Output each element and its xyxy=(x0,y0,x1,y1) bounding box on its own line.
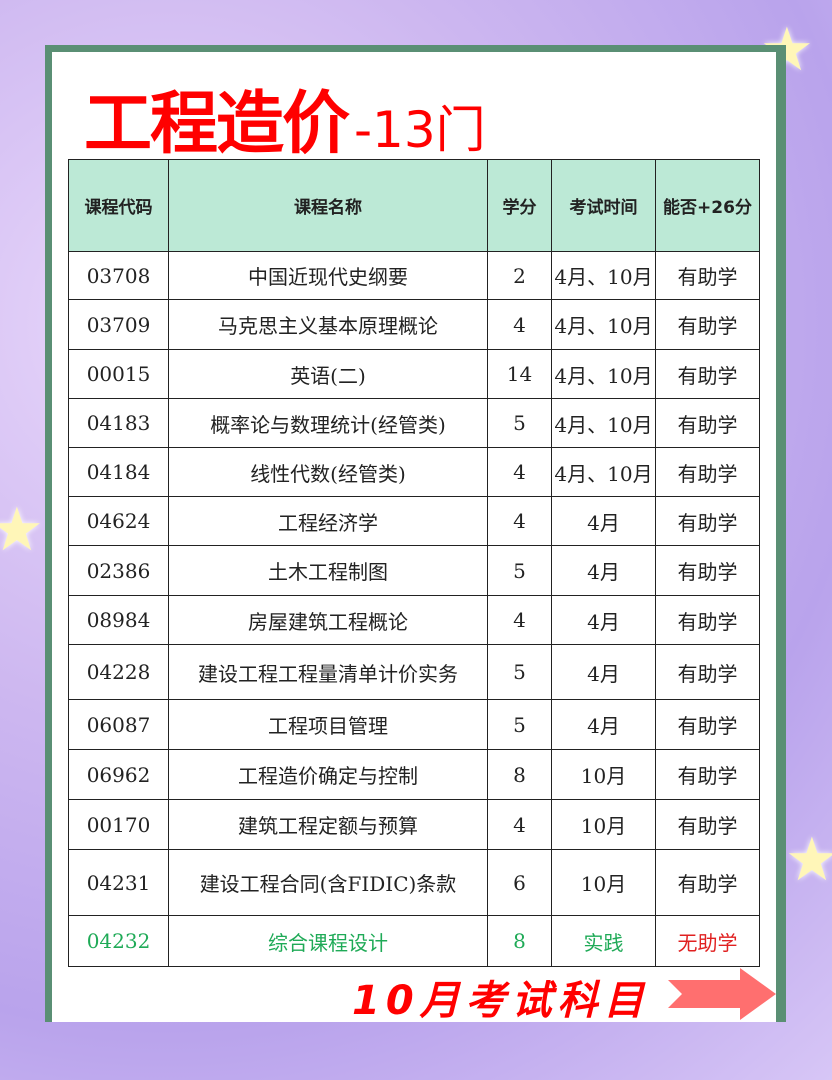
bonus-status: 有助学 xyxy=(655,849,760,916)
table-header: 课程代码 课程名称 学分 考试时间 能否+26分 xyxy=(68,159,760,252)
bonus-status: 有助学 xyxy=(655,545,760,596)
course-name: 土木工程制图 xyxy=(168,545,488,596)
exam-time: 10月 xyxy=(551,799,656,850)
table-row: 02386 土木工程制图 5 4月 有助学 xyxy=(68,545,760,596)
bonus-status: 有助学 xyxy=(655,644,760,700)
exam-time: 4月 xyxy=(551,496,656,546)
page-title: 工程造价 -13门 xyxy=(84,68,486,167)
credits: 5 xyxy=(487,545,552,596)
course-name: 工程造价确定与控制 xyxy=(168,749,488,800)
header-exam-time: 考试时间 xyxy=(551,159,656,252)
course-code: 04183 xyxy=(68,398,169,448)
exam-time: 实践 xyxy=(551,915,656,967)
course-name: 工程经济学 xyxy=(168,496,488,546)
credits: 2 xyxy=(487,251,552,300)
header-credits: 学分 xyxy=(487,159,552,252)
credits: 4 xyxy=(487,595,552,645)
course-code: 02386 xyxy=(68,545,169,596)
table-row: 06962 工程造价确定与控制 8 10月 有助学 xyxy=(68,749,760,800)
course-name: 线性代数(经管类) xyxy=(168,447,488,497)
bonus-status: 有助学 xyxy=(655,251,760,300)
table-row: 04183 概率论与数理统计(经管类) 5 4月、10月 有助学 xyxy=(68,398,760,448)
header-code: 课程代码 xyxy=(68,159,169,252)
table-row: 03708 中国近现代史纲要 2 4月、10月 有助学 xyxy=(68,251,760,300)
course-name: 综合课程设计 xyxy=(168,915,488,967)
course-code: 00170 xyxy=(68,799,169,850)
exam-time: 4月、10月 xyxy=(551,299,656,350)
course-code: 06962 xyxy=(68,749,169,800)
star-decoration: ★ xyxy=(0,495,44,565)
credits: 4 xyxy=(487,299,552,350)
header-name: 课程名称 xyxy=(168,159,488,252)
table-row: 04184 线性代数(经管类) 4 4月、10月 有助学 xyxy=(68,447,760,497)
course-code: 04184 xyxy=(68,447,169,497)
exam-time: 4月、10月 xyxy=(551,349,656,399)
title-suffix: -13门 xyxy=(354,101,486,159)
credits: 5 xyxy=(487,398,552,448)
course-code: 03709 xyxy=(68,299,169,350)
course-code: 06087 xyxy=(68,699,169,750)
table-row: 04231 建设工程合同(含FIDIC)条款 6 10月 有助学 xyxy=(68,849,760,916)
header-bonus: 能否+26分 xyxy=(655,159,760,252)
course-name: 建设工程合同(含FIDIC)条款 xyxy=(168,849,488,916)
bonus-status: 有助学 xyxy=(655,299,760,350)
arrow-right-icon xyxy=(668,968,776,1020)
bonus-status: 无助学 xyxy=(655,915,760,967)
table-row: 04232 综合课程设计 8 实践 无助学 xyxy=(68,915,760,967)
course-code: 08984 xyxy=(68,595,169,645)
exam-time: 4月 xyxy=(551,595,656,645)
table-row: 04228 建设工程工程量清单计价实务 5 4月 有助学 xyxy=(68,644,760,700)
bonus-status: 有助学 xyxy=(655,447,760,497)
course-name: 工程项目管理 xyxy=(168,699,488,750)
exam-time: 4月 xyxy=(551,545,656,596)
credits: 4 xyxy=(487,447,552,497)
exam-time: 4月、10月 xyxy=(551,447,656,497)
table-row: 00170 建筑工程定额与预算 4 10月 有助学 xyxy=(68,799,760,850)
course-code: 04232 xyxy=(68,915,169,967)
exam-time: 4月 xyxy=(551,644,656,700)
credits: 5 xyxy=(487,699,552,750)
exam-time: 4月 xyxy=(551,699,656,750)
course-code: 00015 xyxy=(68,349,169,399)
table-row: 08984 房屋建筑工程概论 4 4月 有助学 xyxy=(68,595,760,645)
table-row: 06087 工程项目管理 5 4月 有助学 xyxy=(68,699,760,750)
credits: 6 xyxy=(487,849,552,916)
exam-time: 4月、10月 xyxy=(551,398,656,448)
course-name: 中国近现代史纲要 xyxy=(168,251,488,300)
title-main: 工程造价 xyxy=(84,85,350,164)
course-name: 概率论与数理统计(经管类) xyxy=(168,398,488,448)
credits: 4 xyxy=(487,799,552,850)
bonus-status: 有助学 xyxy=(655,595,760,645)
course-table: 课程代码 课程名称 学分 考试时间 能否+26分 03708 中国近现代史纲要 2 4… xyxy=(68,159,760,967)
bonus-status: 有助学 xyxy=(655,799,760,850)
exam-time: 4月、10月 xyxy=(551,251,656,300)
credits: 5 xyxy=(487,644,552,700)
course-name: 建筑工程定额与预算 xyxy=(168,799,488,850)
course-code: 04624 xyxy=(68,496,169,546)
credits: 4 xyxy=(487,496,552,546)
table-row: 00015 英语(二) 14 4月、10月 有助学 xyxy=(68,349,760,399)
star-decoration: ★ xyxy=(785,825,832,895)
bonus-status: 有助学 xyxy=(655,749,760,800)
credits: 14 xyxy=(487,349,552,399)
course-name: 马克思主义基本原理概论 xyxy=(168,299,488,350)
exam-time: 10月 xyxy=(551,849,656,916)
credits: 8 xyxy=(487,749,552,800)
credits: 8 xyxy=(487,915,552,967)
course-name: 房屋建筑工程概论 xyxy=(168,595,488,645)
footer-label: 10月考试科目 xyxy=(352,978,650,1024)
course-code: 04228 xyxy=(68,644,169,700)
course-code: 03708 xyxy=(68,251,169,300)
course-name: 建设工程工程量清单计价实务 xyxy=(168,644,488,700)
course-name: 英语(二) xyxy=(168,349,488,399)
bonus-status: 有助学 xyxy=(655,398,760,448)
bonus-status: 有助学 xyxy=(655,699,760,750)
course-code: 04231 xyxy=(68,849,169,916)
bonus-status: 有助学 xyxy=(655,349,760,399)
table-row: 04624 工程经济学 4 4月 有助学 xyxy=(68,496,760,546)
exam-time: 10月 xyxy=(551,749,656,800)
bonus-status: 有助学 xyxy=(655,496,760,546)
table-row: 03709 马克思主义基本原理概论 4 4月、10月 有助学 xyxy=(68,299,760,350)
